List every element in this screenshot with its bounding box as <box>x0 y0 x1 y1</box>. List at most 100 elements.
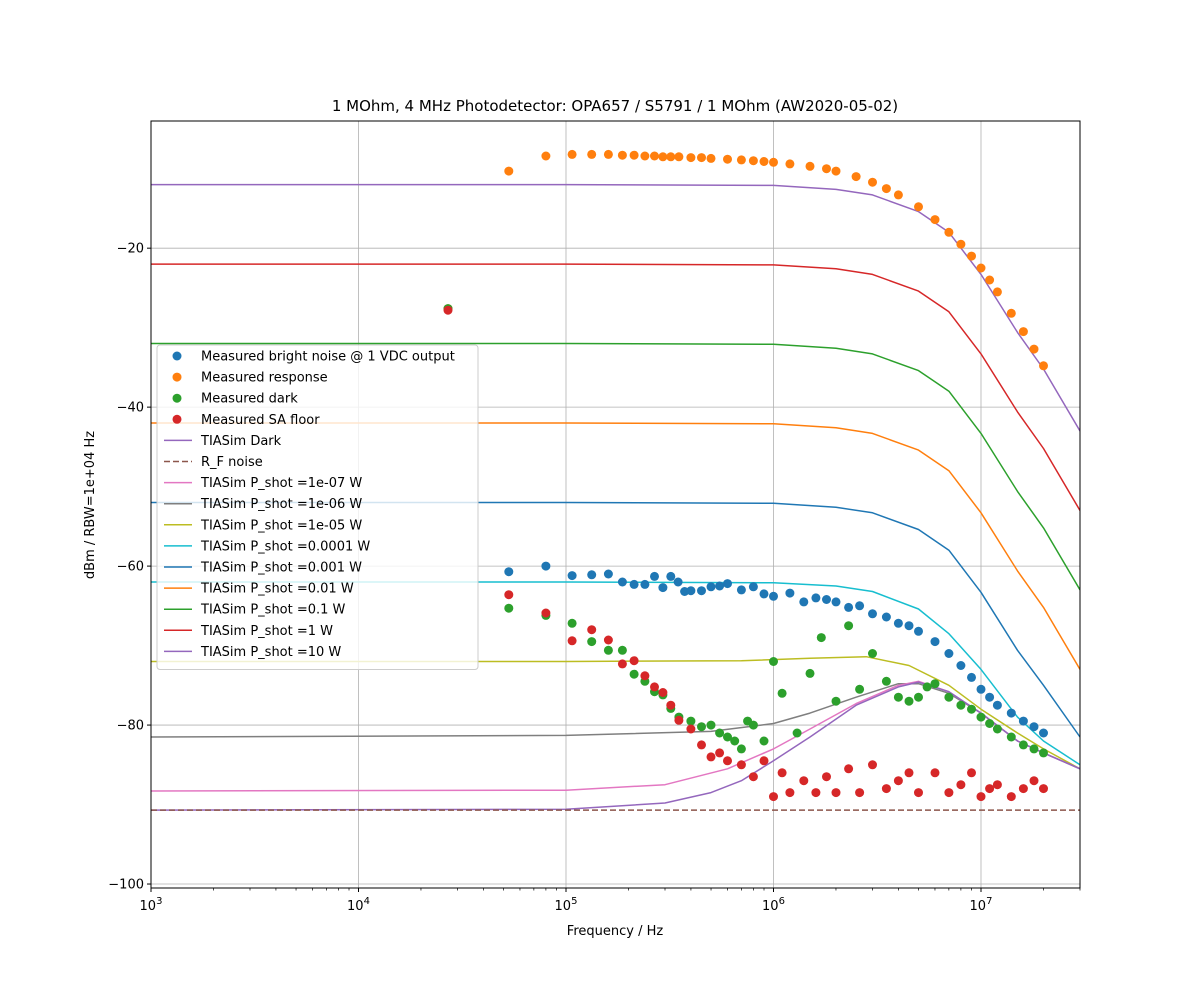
scatter-0-point-13 <box>686 586 696 596</box>
scatter-3-point-44 <box>1029 776 1039 786</box>
x-tick-label-4: 107 <box>970 896 993 914</box>
scatter-3-point-5 <box>603 635 613 645</box>
scatter-2-point-44 <box>1006 732 1016 742</box>
scatter-1-point-4 <box>587 149 597 159</box>
scatter-3-point-33 <box>904 768 914 778</box>
scatter-0-point-27 <box>844 602 854 612</box>
scatter-3-point-27 <box>831 788 841 798</box>
scatter-0-point-38 <box>976 684 986 694</box>
scatter-3-point-40 <box>985 784 995 794</box>
axes-frame <box>150 120 1081 889</box>
scatter-1-point-40 <box>1039 361 1048 371</box>
legend-label-11: TIASim P_shot =0.01 W <box>200 582 354 597</box>
scatter-3-point-39 <box>976 792 986 802</box>
legend-label-0: Measured bright noise @ 1 VDC output <box>201 350 455 365</box>
scatter-3-point-31 <box>881 784 891 794</box>
scatter-0-point-14 <box>697 586 706 596</box>
scatter-3-point-35 <box>930 768 940 778</box>
scatter-1-point-34 <box>976 263 986 273</box>
scatter-1-point-36 <box>992 287 1002 297</box>
scatter-1-point-3 <box>567 149 577 159</box>
scatter-0-point-8 <box>650 571 659 581</box>
scatter-0-point-5 <box>617 577 627 587</box>
scatter-3-point-25 <box>811 788 821 798</box>
scatter-1-point-13 <box>686 153 696 163</box>
y-tick-label-2: −60 <box>117 560 144 575</box>
scatter-2-point-41 <box>976 712 986 722</box>
scatter-2-point-3 <box>567 618 577 628</box>
scatter-0-point-40 <box>992 700 1002 710</box>
x-axis-label: Frequency / Hz <box>567 924 664 939</box>
legend-label-14: TIASim P_shot =10 W <box>200 645 341 660</box>
scatter-2-point-30 <box>855 684 865 694</box>
scatter-1-point-8 <box>640 151 650 161</box>
legend-label-6: TIASim P_shot =1e-07 W <box>200 476 362 491</box>
scatter-0-point-23 <box>799 597 809 607</box>
scatter-0-point-41 <box>1006 708 1016 718</box>
line-series-9 <box>151 681 1080 811</box>
scatter-2-point-27 <box>816 633 826 643</box>
scatter-2-point-28 <box>831 696 841 706</box>
scatter-1-point-25 <box>851 172 861 182</box>
scatter-2-point-42 <box>985 719 995 728</box>
scatter-1-point-18 <box>748 156 758 166</box>
scatter-3-point-28 <box>844 764 854 774</box>
scatter-0-point-44 <box>1039 728 1048 738</box>
scatter-3-point-20 <box>759 756 769 766</box>
scatter-1-point-7 <box>629 150 639 160</box>
scatter-2-point-40 <box>967 704 976 714</box>
scatter-3-point-41 <box>992 780 1002 790</box>
scatter-0-point-34 <box>930 637 940 647</box>
scatter-3-point-6 <box>617 659 627 669</box>
scatter-1-point-6 <box>617 150 627 160</box>
scatter-2-point-39 <box>956 700 966 710</box>
scatter-2-point-29 <box>844 621 854 631</box>
scatter-1-point-21 <box>785 159 795 169</box>
scatter-2-point-23 <box>769 657 778 666</box>
scatter-0-point-0 <box>504 567 514 577</box>
scatter-3-point-38 <box>967 768 976 778</box>
scatter-2-point-15 <box>706 720 716 730</box>
scatter-1-point-14 <box>697 153 706 163</box>
scatter-2-point-18 <box>730 736 740 746</box>
line-series-4 <box>151 501 1080 738</box>
scatter-2-point-32 <box>881 676 891 686</box>
scatter-0-point-32 <box>904 621 914 631</box>
scatter-0-point-43 <box>1029 722 1039 732</box>
scatter-2-point-37 <box>930 679 940 689</box>
scatter-3-point-12 <box>674 715 684 725</box>
scatter-1-point-27 <box>881 184 891 194</box>
y-tick-label-1: −40 <box>117 401 144 416</box>
scatter-1-point-38 <box>1018 327 1028 337</box>
scatter-1-point-29 <box>914 202 923 212</box>
scatter-3-point-43 <box>1018 784 1028 794</box>
y-tick-label-3: −80 <box>117 719 144 734</box>
plot-area: 103 104 105 106 107 −20 −40 −60 −80 −100 <box>108 120 1081 914</box>
scatter-0-point-7 <box>640 579 650 589</box>
scatter-1-point-35 <box>985 275 995 285</box>
scatter-0-point-37 <box>967 672 976 682</box>
scatter-0-point-36 <box>956 661 966 670</box>
scatter-0-point-33 <box>914 626 923 636</box>
scatter-1-point-15 <box>706 153 716 163</box>
line-series-0 <box>151 183 1080 432</box>
scatter-2-point-5 <box>603 645 613 655</box>
scatter-2-point-33 <box>893 692 903 702</box>
scatter-2-point-22 <box>759 736 769 746</box>
scatter-0-point-21 <box>769 591 778 601</box>
x-tick-label-1: 104 <box>347 896 370 914</box>
x-tick-label-3: 106 <box>762 896 785 914</box>
scatter-1-point-9 <box>650 151 659 161</box>
scatter-1-point-17 <box>736 155 746 165</box>
line-series-2 <box>151 342 1080 591</box>
scatter-3-point-1 <box>504 590 514 600</box>
scatter-3-point-3 <box>567 636 577 646</box>
scatter-3-point-15 <box>706 752 716 762</box>
scatter-1-point-24 <box>831 166 841 176</box>
scatter-1-point-19 <box>759 157 769 166</box>
scatter-0-point-25 <box>822 595 831 604</box>
scatter-2-point-6 <box>617 645 627 655</box>
line-series-3 <box>151 422 1080 670</box>
scatter-3-point-4 <box>587 625 597 635</box>
